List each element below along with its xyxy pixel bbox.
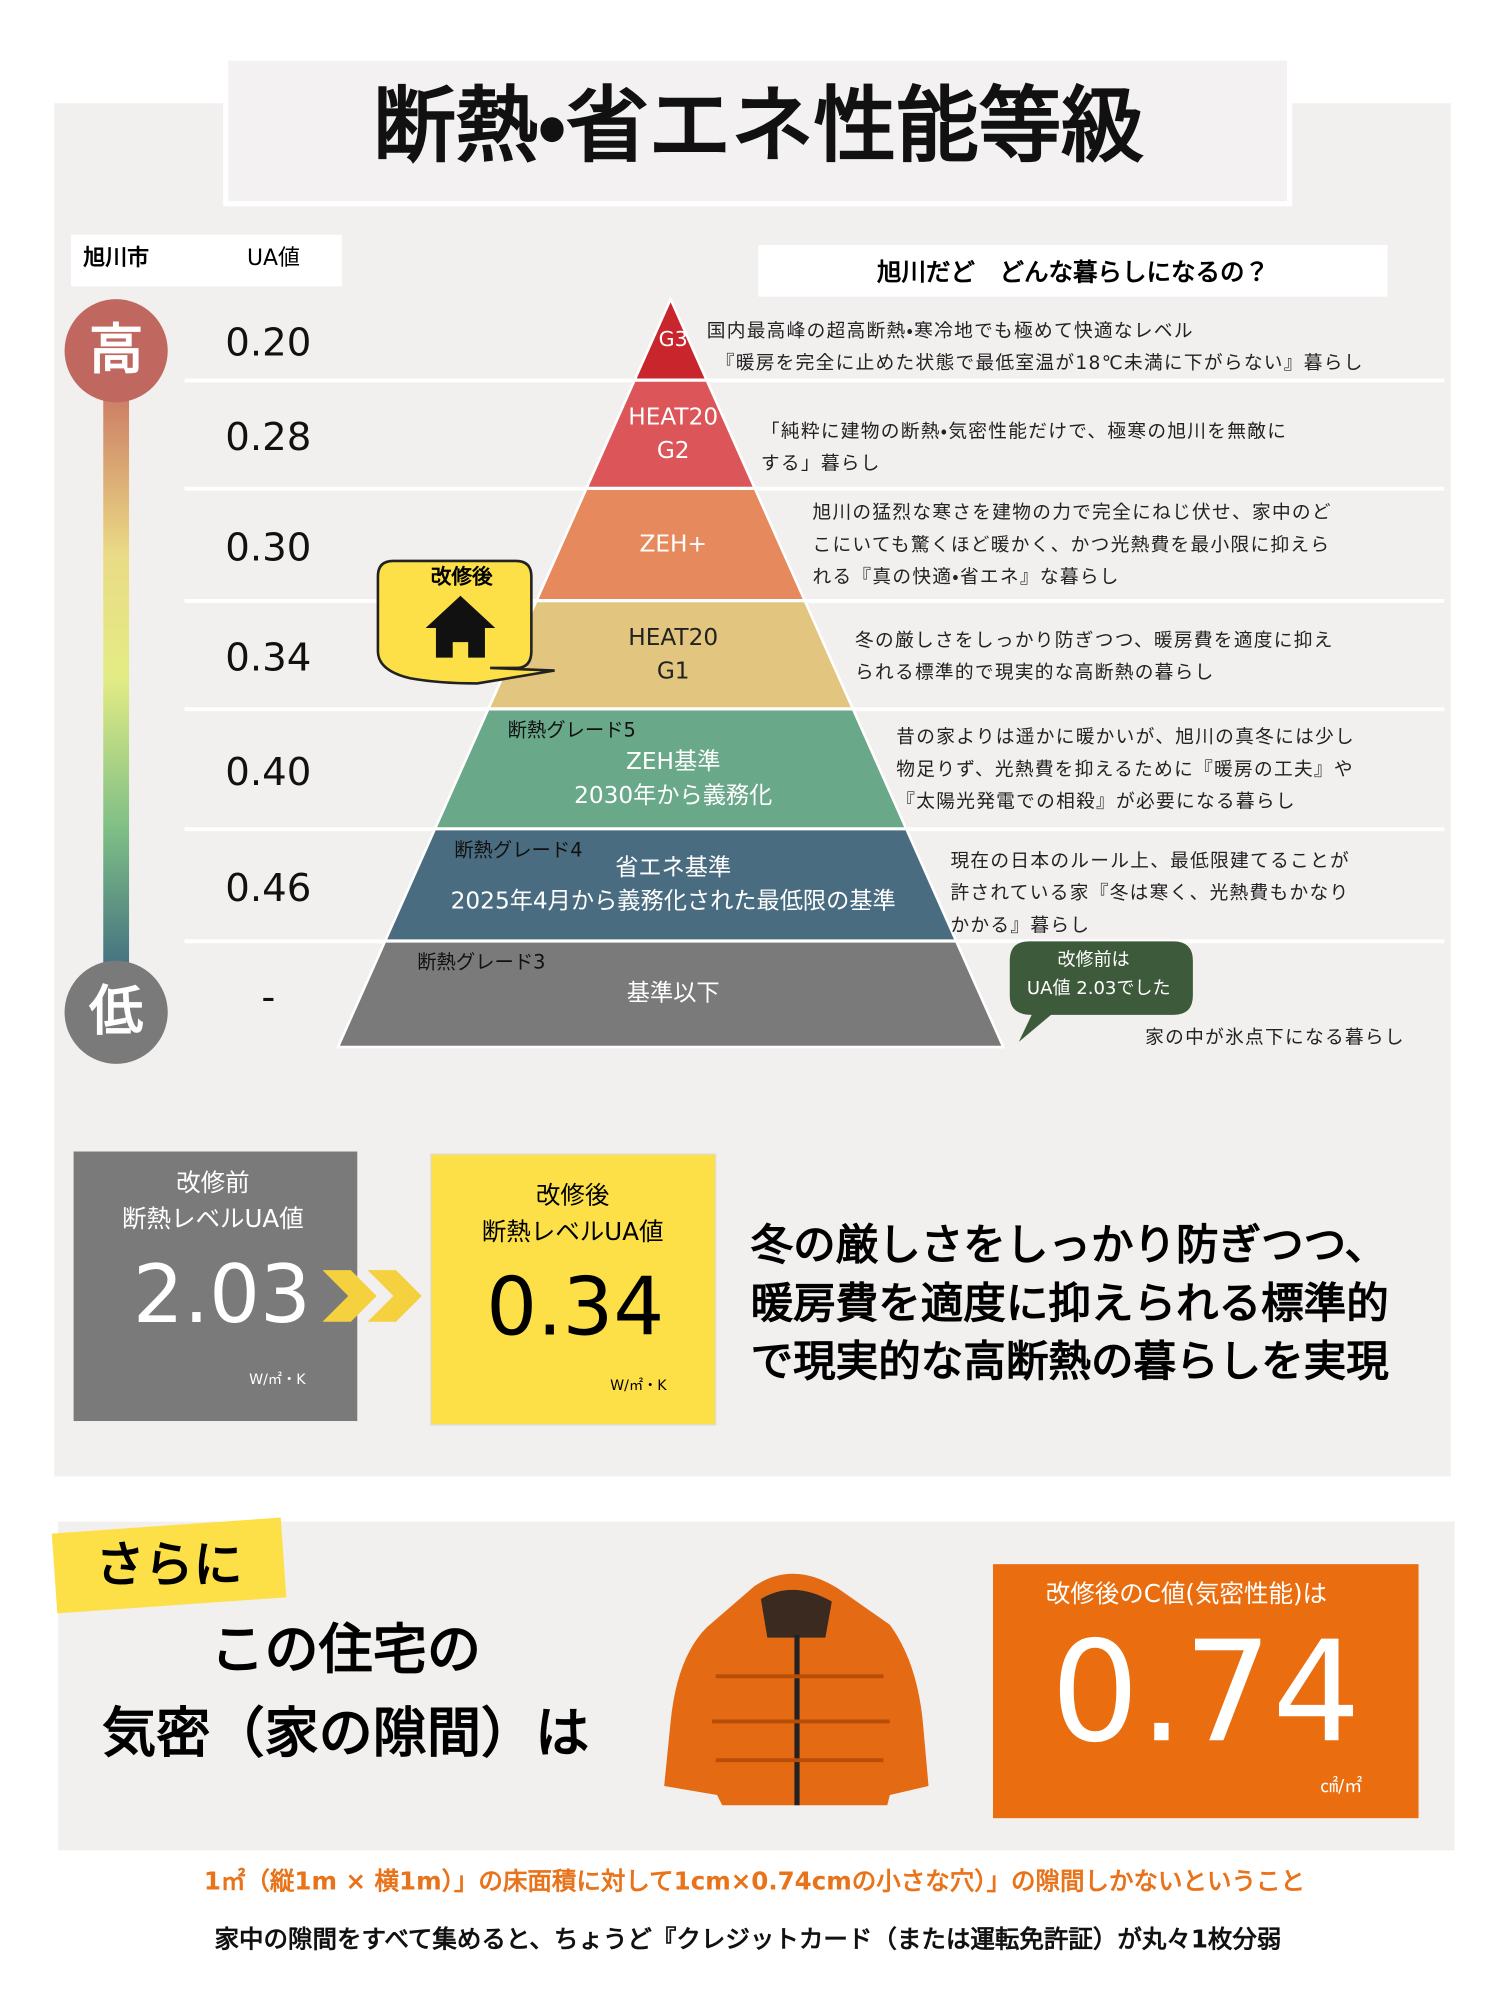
low-circle [64,960,168,1064]
title-box [223,55,1293,207]
c-value-box [993,1564,1419,1819]
before-box [73,1151,358,1422]
ua-value: - [261,975,275,1020]
description: こにいても驚くほど暖かく、かつ光熱費を最小限に抑えら [812,535,1330,556]
ua-value: 0.28 [225,415,311,460]
ua-value: 0.20 [225,320,311,365]
description: 旭川の猛烈な寒さを建物の力で完全にねじ伏せ、家中のど [812,503,1331,524]
summary: で現実的な高断熱の暮らしを実現 [751,1338,1390,1387]
grade: 断熱グレード4 [454,839,582,862]
description: 『暖房を完全に止めた状態で最低室温が18℃未満に下がらない』暮らし [716,353,1364,374]
level-name: HEAT20 [628,624,718,651]
description: 現在の日本のルール上、最低限建てることが [950,851,1350,872]
description: かかる』暮らし [950,915,1090,936]
ua-value: 0.46 [225,866,311,911]
c-value: 0.74 [1051,1611,1361,1773]
ua-value: 0.34 [225,636,311,681]
description: 家の中が氷点下になる暮らし [1145,1028,1405,1049]
after-box [430,1153,717,1426]
level-name: G3 [659,327,688,351]
summary: 暖房費を適度に抑えられる標準的 [751,1280,1389,1329]
ua-label: UA値 [247,246,300,271]
footnote: 家中の隙間をすべて集めると、ちょうど『クレジットカード（または運転免許証）が丸々… [215,1925,1282,1954]
low-label: 低 [88,979,143,1042]
pyramid-level [486,599,856,711]
before-label: 改修前 [176,1168,250,1197]
footnote: 1㎡（縦1m × 横1m）」の床面積に対して1cm×0.74cmの小さな穴）」の… [204,1867,1305,1896]
before-label: 断熱レベルUA値 [122,1204,304,1233]
level-name: HEAT20 [628,403,718,430]
description: 国内最高峰の超高断熱・寒冷地でも極めて快適なレベル [707,321,1194,342]
before-unit: W/㎡・K [249,1372,306,1388]
grade: 断熱グレード5 [508,719,636,742]
after-label: 改修後 [536,1181,610,1210]
ua-value: 0.30 [225,525,311,570]
question-box [758,245,1388,297]
after-value: 0.34 [486,1261,664,1354]
after-unit: W/㎡・K [610,1378,667,1394]
before-value: 2.03 [133,1248,311,1341]
level-name: ZEH基準 [626,748,720,775]
description: られる標準的で現実的な高断熱の暮らし [855,663,1215,684]
level-name: G1 [657,657,690,684]
description: 「純粋に建物の断熱・気密性能だけで、極寒の旭川を無敵に [761,421,1287,442]
before-callout-text: 改修前は [1057,950,1129,971]
description: れる『真の快適・省エネ』な暮らし [812,567,1119,588]
jacket-image [664,1573,929,1806]
description: 昔の家よりは遥かに暖かいが、旭川の真冬には少し [896,727,1355,748]
c-value-label: 改修後のC値(気密性能)は [1046,1579,1327,1608]
level-name: G2 [657,437,690,464]
pyramid-level [335,940,1006,1049]
city: 旭川市 [82,245,149,271]
level-name: 基準以下 [627,980,720,1007]
heading: この住宅の [210,1618,481,1681]
before-callout-text: UA値 2.03でした [1027,978,1171,999]
title: 断熱・省エネ性能等級 [373,78,1144,174]
description: 『太陽光発電での相殺』が必要になる暮らし [896,792,1296,813]
description: 冬の厳しさをしっかり防ぎつつ、暖房費を適度に抑え [855,630,1334,651]
heading: 気密（家の隙間）は [102,1702,589,1765]
arrow [322,1270,422,1322]
high-circle [64,299,168,403]
scale-bar [103,373,130,981]
grade: 断熱グレード3 [417,951,545,974]
tag-box [51,1517,287,1614]
c-value-unit: ㎠/㎡ [1320,1775,1362,1797]
after-label: 断熱レベルUA値 [482,1217,664,1246]
before-callout [1009,941,1193,1042]
level-name: 省エネ基準 [615,854,731,881]
question: 旭川だど どんな暮らしになるの？ [876,257,1269,286]
house-icon [425,595,496,658]
level-name: 2030年から義務化 [574,782,772,809]
high-label: 高 [89,318,143,381]
level-name: 2025年4月から義務化された最低限の基準 [451,887,896,914]
description: 許されている家『冬は寒く、光熱費もかなり [950,883,1349,904]
summary: 冬の厳しさをしっかり防ぎつつ、 [751,1222,1388,1271]
description: する」暮らし [761,454,881,475]
description: 物足りず、光熱費を抑えるために『暖房の工夫』や [896,759,1354,780]
level-name: ZEH+ [639,530,706,557]
after-callout-text: 改修後 [431,565,493,589]
tag: さらに [96,1537,243,1594]
header-box [71,234,342,287]
ua-value: 0.40 [225,750,311,795]
